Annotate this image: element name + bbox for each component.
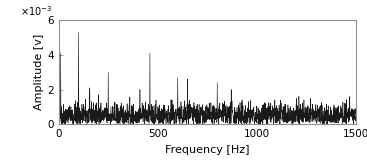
- X-axis label: Frequency [Hz]: Frequency [Hz]: [165, 145, 250, 155]
- Y-axis label: Amplitude [v]: Amplitude [v]: [34, 34, 44, 110]
- Text: $\times10^{-3}$: $\times10^{-3}$: [20, 4, 52, 18]
